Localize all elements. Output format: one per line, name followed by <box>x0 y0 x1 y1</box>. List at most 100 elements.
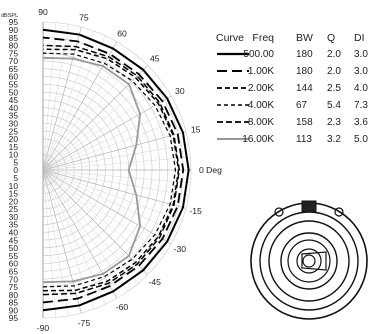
legend-row: 4.00K 67 5.4 7.3 <box>214 98 384 115</box>
angle-tick-label: -30 <box>174 244 187 254</box>
legend-q: 2.0 <box>327 66 341 77</box>
grid-spoke <box>42 119 183 171</box>
r-tick-label: 75 <box>9 48 19 58</box>
legend-header-bw: BW <box>296 32 313 44</box>
grid-spoke <box>42 169 94 310</box>
speaker-ring-4 <box>280 232 338 290</box>
grid-spoke <box>42 24 69 171</box>
legend-bw: 180 <box>296 66 313 77</box>
legend-freq: 8.00K <box>247 117 274 128</box>
grid-spoke <box>42 169 157 266</box>
legend-row: 8.00K 158 2.3 3.6 <box>214 115 384 132</box>
speaker-tweeter <box>302 254 316 268</box>
r-tick-label: 5 <box>13 173 18 183</box>
legend-row: 1.00K 180 2.0 3.0 <box>214 64 384 81</box>
r-tick-label: 20 <box>9 134 19 144</box>
grid-spoke <box>42 65 148 171</box>
grid-spoke <box>42 131 187 171</box>
grid-spoke <box>42 169 187 209</box>
angle-tick-label: 90 <box>38 7 48 17</box>
y-axis-label: dBSPL <box>1 13 18 19</box>
speaker-ring-6 <box>296 248 322 274</box>
series-curve-16.00K <box>42 56 142 284</box>
r-tick-label: 90 <box>9 305 19 315</box>
grid-spoke <box>42 107 178 171</box>
angle-tick-label: -45 <box>149 277 162 287</box>
grid-spoke <box>42 169 82 314</box>
r-tick-label: 50 <box>9 87 19 97</box>
grid-spoke <box>42 156 191 171</box>
r-tick-label: 85 <box>9 33 19 43</box>
legend-freq: 500.00 <box>243 49 274 60</box>
legend-row: 2.00K 144 2.5 4.0 <box>214 81 384 98</box>
r-tick-label: 30 <box>9 212 19 222</box>
grid-spoke <box>42 48 129 171</box>
polar-labels: 9590858075706560555045403530252015105051… <box>9 7 222 333</box>
grid-spoke <box>42 169 165 256</box>
grid-spoke <box>42 169 139 284</box>
legend-swatch <box>217 104 249 106</box>
r-tick-label: 35 <box>9 111 19 121</box>
r-tick-label: 80 <box>9 290 19 300</box>
grid-spoke <box>42 56 139 171</box>
r-tick-label: 80 <box>9 41 19 51</box>
r-tick-label: 50 <box>9 243 19 253</box>
series-curve-2.00K <box>42 48 180 292</box>
legend-di: 4.0 <box>354 83 368 94</box>
legend-swatch <box>217 52 249 56</box>
grid-spoke <box>42 74 157 171</box>
grid-spoke <box>42 169 106 305</box>
grid-spoke <box>42 169 183 221</box>
r-tick-label: 60 <box>9 259 19 269</box>
legend-header-q: Q <box>327 32 336 44</box>
legend-header-freq: Freq <box>252 32 274 44</box>
legend-q: 2.5 <box>327 83 341 94</box>
speaker-top-right-notch <box>334 207 344 217</box>
speaker-ring-5 <box>287 239 331 283</box>
legend-rows: 500.00 180 2.0 3.0 1.00K 180 2.0 3.0 2.00K 144 2.5… <box>214 47 384 149</box>
r-tick-label: 55 <box>9 251 19 261</box>
r-tick-label: 45 <box>9 95 19 105</box>
grid-spoke <box>42 169 172 245</box>
r-tick-label: 95 <box>9 17 19 27</box>
grid-spoke <box>42 30 94 171</box>
legend-di: 3.0 <box>354 49 368 60</box>
grid-spoke <box>42 169 118 299</box>
legend: Curve Freq BW Q DI 500.00 180 2.0 3.0 1.00K 1… <box>214 30 384 149</box>
legend-q: 2.3 <box>327 117 341 128</box>
polar-grid <box>42 21 192 319</box>
legend-di: 3.0 <box>354 66 368 77</box>
grid-spoke <box>42 22 57 171</box>
legend-swatch <box>217 121 249 123</box>
grid-spoke <box>42 169 191 184</box>
legend-bw: 67 <box>296 100 308 111</box>
legend-q: 5.4 <box>327 100 341 111</box>
r-tick-label: 0 <box>13 165 18 175</box>
r-tick-label: 45 <box>9 235 19 245</box>
r-tick-label: 75 <box>9 282 19 292</box>
legend-swatch <box>217 87 249 89</box>
legend-header: Curve Freq BW Q DI <box>214 30 384 47</box>
legend-swatch <box>217 137 249 141</box>
r-tick-label: 30 <box>9 118 19 128</box>
legend-header-di: DI <box>354 32 365 44</box>
grid-spoke <box>42 169 178 233</box>
legend-di: 3.6 <box>354 117 368 128</box>
grid-spoke <box>42 169 148 275</box>
series-curve-1.00K <box>42 36 185 304</box>
legend-freq: 4.00K <box>247 100 274 111</box>
r-tick-label: 40 <box>9 103 19 113</box>
r-tick-label: 95 <box>9 313 19 323</box>
r-tick-label: 20 <box>9 196 19 206</box>
legend-freq: 16.00K <box>242 134 274 145</box>
grid-spoke <box>42 169 57 318</box>
r-tick-label: 40 <box>9 228 19 238</box>
legend-bw: 158 <box>296 117 313 128</box>
legend-freq: 2.00K <box>247 83 274 94</box>
legend-bw: 113 <box>296 134 312 145</box>
angle-tick-label: 60 <box>117 28 127 38</box>
speaker-diagram <box>250 200 368 320</box>
angle-tick-label: -75 <box>78 318 91 328</box>
r-tick-label: 25 <box>9 126 19 136</box>
angle-tick-label: 15 <box>191 124 201 134</box>
